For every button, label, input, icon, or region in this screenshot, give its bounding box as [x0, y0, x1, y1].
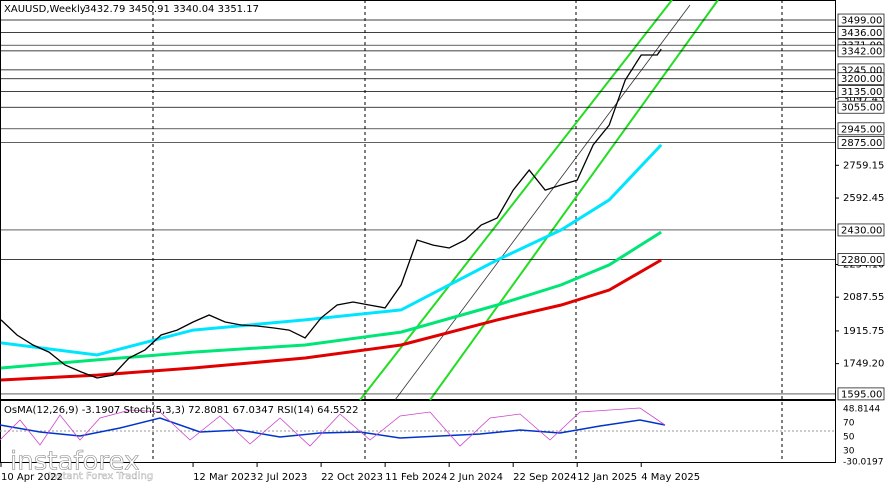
- x-tick-label: 10 Apr 2022: [1, 472, 63, 483]
- level-box: [837, 44, 885, 58]
- y-tick-label: 2087.55: [843, 292, 884, 303]
- level-box: [837, 85, 885, 98]
- x-tick-label: 22 Sep 2024: [513, 472, 576, 483]
- level-box: [837, 100, 885, 114]
- level-label: 3055.00: [841, 103, 882, 114]
- x-tick-label: 2 Jul 2023: [257, 472, 307, 483]
- moving-average: [0, 258, 662, 382]
- y-tick-label: 1915.75: [843, 326, 884, 337]
- level-box: [837, 122, 885, 136]
- indicator-scale-label: 70: [843, 419, 855, 429]
- moving-average: [0, 143, 663, 357]
- brand-name: instaforex: [10, 447, 139, 477]
- level-label: 2875.00: [841, 138, 882, 149]
- level-box: [837, 136, 885, 149]
- y-tick-label: 1749.20: [843, 359, 884, 370]
- x-tick-label: 12 Jan 2025: [577, 472, 637, 483]
- indicator-line: [0, 407, 666, 447]
- level-label: 3135.00: [841, 87, 882, 98]
- level-box: [837, 26, 885, 39]
- y-tick-label: 3097.45: [843, 94, 884, 105]
- y-tick-label: 2592.45: [843, 193, 884, 204]
- level-label: 3436.00: [841, 28, 882, 39]
- level-label: 3342.00: [841, 46, 882, 57]
- level-label: 2280.00: [841, 255, 882, 266]
- indicator-scale-label: 48.8144: [843, 405, 880, 415]
- level-label: 3499.00: [841, 16, 882, 27]
- level-box: [837, 387, 885, 401]
- level-label: 2430.00: [841, 225, 882, 236]
- indicator-title: OsMA(12,26,9) -3.1907 Stoch(5,3,3) 72.80…: [4, 405, 359, 416]
- indicator-scale-label: 30: [843, 447, 855, 457]
- x-tick-label: 11 Feb 2024: [385, 472, 447, 483]
- level-box: [837, 13, 885, 27]
- main-frame: [0, 0, 836, 400]
- indicator-scale-label: 50: [843, 433, 855, 443]
- x-tick-label: 12 Mar 2023: [193, 472, 256, 483]
- x-tick-label: 2 Jun 2024: [449, 472, 503, 483]
- brand-tagline: Instant Forex Trading: [48, 471, 153, 482]
- indicator-line: [0, 417, 666, 439]
- channel-line: [429, 0, 719, 401]
- ohlc: 3432.79 3450.91 3340.04 3351.17: [84, 4, 259, 15]
- level-label: 2945.00: [841, 124, 882, 135]
- level-box: [837, 223, 885, 237]
- level-label: 3200.00: [841, 74, 882, 85]
- level-label: 1595.00: [841, 389, 882, 400]
- indicator-scale-label: -30.0197: [843, 458, 883, 468]
- indicator-decor: [0, 407, 835, 447]
- level-box: [837, 253, 885, 266]
- price-line: [0, 48, 662, 379]
- level-label: 3245.00: [841, 65, 882, 76]
- y-tick-label: 2759.15: [843, 160, 884, 171]
- x-tick-label: 22 Oct 2023: [321, 472, 383, 483]
- channel-line: [359, 0, 673, 401]
- x-tick-label: 4 May 2025: [641, 472, 700, 483]
- symbol: XAUUSD,Weekly: [4, 4, 86, 15]
- level-box: [837, 72, 885, 86]
